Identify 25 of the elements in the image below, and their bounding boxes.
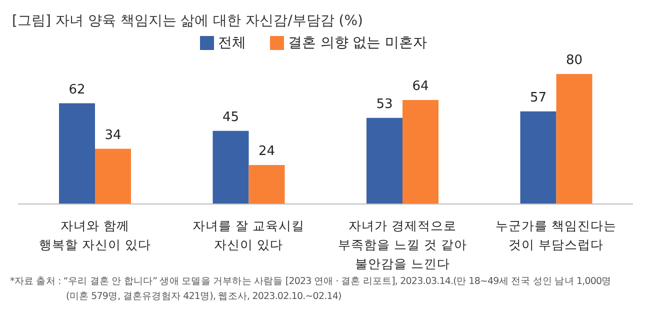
bar [59,103,95,204]
bar [366,118,402,204]
x-tick-label: 자녀를 잘 교육시킬 자신이 있다 [192,218,305,252]
data-label: 80 [566,53,583,68]
bar [212,130,249,204]
bar [95,148,131,204]
bar [556,74,592,204]
data-label: 24 [258,144,276,159]
legend-label: 결혼 의향 없는 미혼자 [288,35,428,51]
legend-label: 전체 [218,35,246,51]
data-label: 45 [222,110,240,125]
chart-title: [그림] 자녀 양육 책임지는 삶에 대한 자신감/부담감 (%) [11,12,364,31]
bar [402,100,438,204]
x-tick-label: 자녀가 경제적으로 부족함을 느낄 것 같아 불안감을 느낀다 [338,218,467,271]
data-label: 34 [104,128,122,143]
x-tick-label: 자녀와 함께 행복할 자신이 있다 [38,218,151,252]
data-label: 64 [412,79,429,94]
data-label: 57 [530,90,547,106]
data-label: 62 [68,82,86,98]
bar [520,111,556,204]
text: (미혼 579명, 결혼유경험자 421명), 웹조사, 2023.02.10.~02.14) [65,290,342,304]
data-label: 53 [376,96,393,112]
x-tick-label: 누군가를 책임진다는 것이 부담스럽다 [496,218,617,252]
bar [248,165,285,204]
text: *자료 출처 : “우리 결혼 안 합니다” 생애 모델을 거부하는 사람들 [2023 연애 · 결혼 리포트], 2023.03.14.(만 18~49세 전국 성인 남녀 1,000명 [9,275,612,289]
